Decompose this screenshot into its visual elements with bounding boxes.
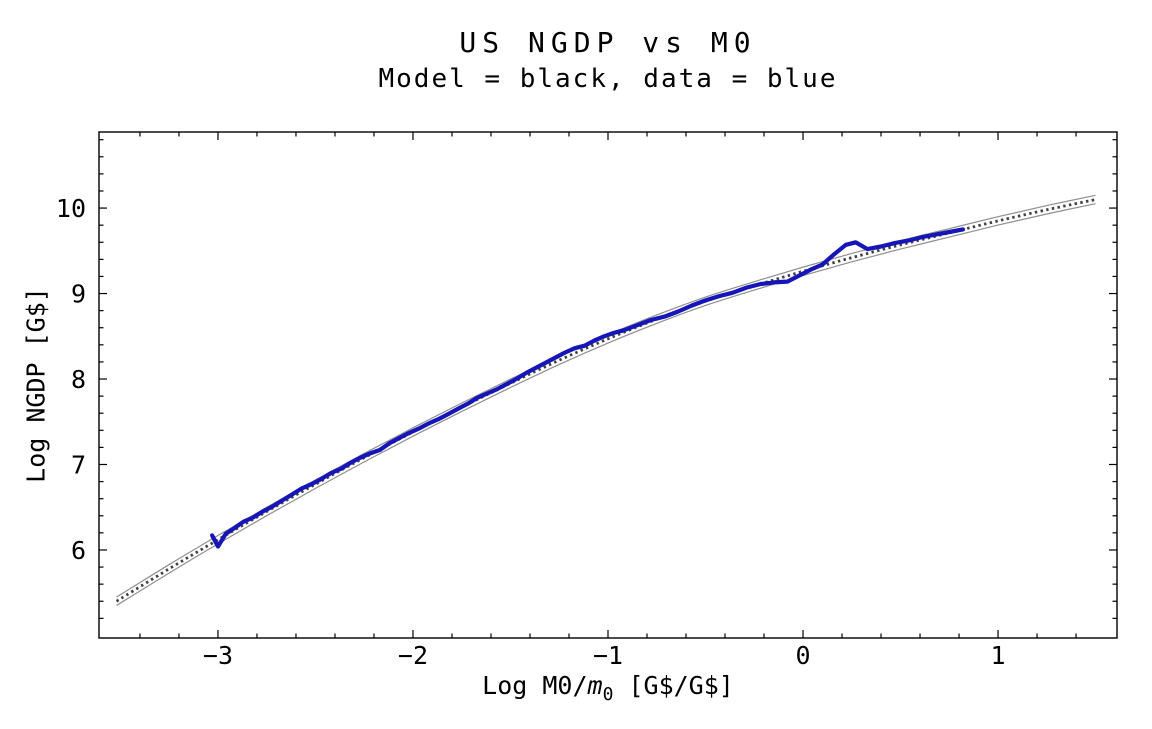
chart-subtitle: Model = black, data = blue	[378, 64, 838, 94]
x-tick-label: 0	[795, 641, 810, 670]
y-tick-label: 7	[71, 450, 86, 479]
x-tick-labels: −3 −2 −1 0 1	[203, 641, 1006, 670]
data-line	[210, 227, 965, 549]
y-tick-label: 9	[71, 280, 86, 309]
x-axis-label-variable: m	[587, 671, 603, 700]
model-curve	[115, 198, 1096, 603]
y-tick-label: 6	[71, 536, 86, 565]
x-tick-label: −1	[593, 641, 623, 670]
x-tick-label: 1	[991, 641, 1006, 670]
x-axis-label-prefix: Log M0/	[482, 671, 588, 700]
y-tick-labels: 6 7 8 9 10	[56, 194, 86, 565]
chart-title: US NGDP vs M0	[459, 26, 757, 59]
x-axis-label-subscript: 0	[602, 684, 614, 705]
chart-title-block: US NGDP vs M0 Model = black, data = blue	[99, 24, 1117, 97]
y-axis-label: Log NGDP [G$]	[22, 287, 51, 483]
model-band	[115, 194, 1096, 606]
y-axis-label-text: Log NGDP [G$]	[21, 287, 51, 483]
axis-ticks	[99, 132, 1117, 638]
plot-frame	[98, 131, 1118, 639]
y-tick-label: 10	[56, 194, 86, 223]
x-tick-label: −3	[203, 641, 233, 670]
y-tick-label: 8	[71, 365, 86, 394]
x-tick-label: −2	[398, 641, 428, 670]
x-axis-label-units: [G$/G$]	[613, 671, 734, 700]
x-axis-label: Log M0/m0 [G$/G$]	[99, 671, 1117, 704]
